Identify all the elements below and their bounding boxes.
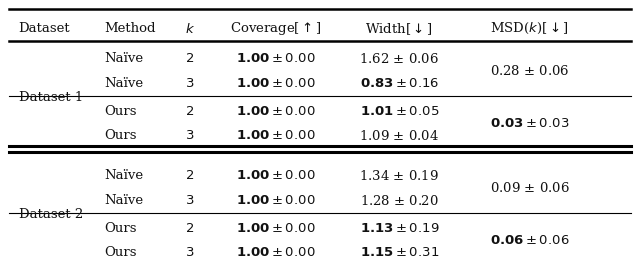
Text: $3$: $3$: [185, 194, 195, 207]
Text: $k$: $k$: [185, 22, 195, 36]
Text: $2$: $2$: [186, 222, 195, 234]
Text: $\mathbf{1.00}\pm0.00$: $\mathbf{1.00}\pm0.00$: [236, 222, 316, 234]
Text: $\mathbf{1.00}\pm0.00$: $\mathbf{1.00}\pm0.00$: [236, 105, 316, 118]
Text: $\mathbf{1.00}\pm0.00$: $\mathbf{1.00}\pm0.00$: [236, 247, 316, 259]
Text: $2$: $2$: [186, 52, 195, 65]
Text: $3$: $3$: [185, 77, 195, 90]
Text: Dataset 2: Dataset 2: [19, 208, 83, 221]
Text: $2$: $2$: [186, 169, 195, 182]
Text: Naïve: Naïve: [104, 52, 143, 65]
Text: $\mathbf{1.00}\pm0.00$: $\mathbf{1.00}\pm0.00$: [236, 194, 316, 207]
Text: $\mathbf{1.00}\pm0.00$: $\mathbf{1.00}\pm0.00$: [236, 77, 316, 90]
Text: 1.34 $\pm$ 0.19: 1.34 $\pm$ 0.19: [360, 169, 439, 183]
Text: 0.28 $\pm$ 0.06: 0.28 $\pm$ 0.06: [490, 64, 569, 78]
Text: $\mathbf{0.83}\pm0.16$: $\mathbf{0.83}\pm0.16$: [360, 77, 439, 90]
Text: $\mathbf{0.06}\pm0.06$: $\mathbf{0.06}\pm0.06$: [490, 234, 569, 247]
Text: Dataset 1: Dataset 1: [19, 91, 83, 104]
Text: Method: Method: [104, 23, 156, 35]
Text: $3$: $3$: [185, 129, 195, 143]
Text: $2$: $2$: [186, 105, 195, 118]
Text: Ours: Ours: [104, 129, 137, 143]
Text: MSD($k$)[$\downarrow$]: MSD($k$)[$\downarrow$]: [490, 21, 569, 36]
Text: 1.62 $\pm$ 0.06: 1.62 $\pm$ 0.06: [360, 52, 439, 66]
Text: $\mathbf{1.00}\pm0.00$: $\mathbf{1.00}\pm0.00$: [236, 129, 316, 143]
Text: $\mathbf{1.01}\pm0.05$: $\mathbf{1.01}\pm0.05$: [360, 105, 439, 118]
Text: Ours: Ours: [104, 222, 137, 234]
Text: Naïve: Naïve: [104, 169, 143, 182]
Text: Ours: Ours: [104, 247, 137, 259]
Text: $\mathbf{1.13}\pm0.19$: $\mathbf{1.13}\pm0.19$: [360, 222, 439, 234]
Text: $3$: $3$: [185, 247, 195, 259]
Text: Ours: Ours: [104, 105, 137, 118]
Text: Width[$\downarrow$]: Width[$\downarrow$]: [365, 21, 433, 37]
Text: $\mathbf{1.00}\pm0.00$: $\mathbf{1.00}\pm0.00$: [236, 169, 316, 182]
Text: $\mathbf{1.00}\pm0.00$: $\mathbf{1.00}\pm0.00$: [236, 52, 316, 65]
Text: 1.28 $\pm$ 0.20: 1.28 $\pm$ 0.20: [360, 194, 439, 208]
Text: Coverage[$\uparrow$]: Coverage[$\uparrow$]: [230, 20, 321, 37]
Text: $\mathbf{0.03}\pm0.03$: $\mathbf{0.03}\pm0.03$: [490, 117, 569, 130]
Text: 1.09 $\pm$ 0.04: 1.09 $\pm$ 0.04: [360, 129, 439, 143]
Text: Naïve: Naïve: [104, 194, 143, 207]
Text: $\mathbf{1.15}\pm0.31$: $\mathbf{1.15}\pm0.31$: [360, 247, 439, 259]
Text: 0.09 $\pm$ 0.06: 0.09 $\pm$ 0.06: [490, 181, 569, 195]
Text: Naïve: Naïve: [104, 77, 143, 90]
Text: Dataset: Dataset: [19, 23, 70, 35]
